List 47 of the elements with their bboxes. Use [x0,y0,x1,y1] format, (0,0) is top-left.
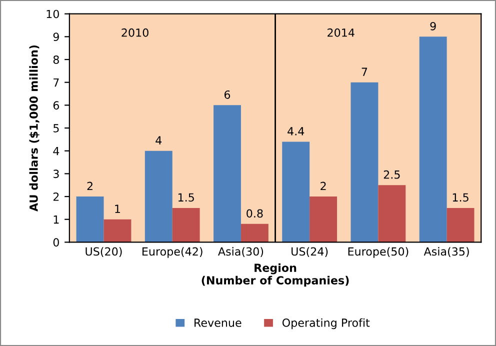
x-tick-label: US(20) [86,247,122,257]
bar [282,142,310,242]
data-label: 1.5 [178,193,194,202]
y-tick-label: 2 [53,192,59,201]
y-tick-label: 0 [53,238,59,247]
x-axis-title: Region (Number of Companies) [202,263,349,287]
data-label: 2.5 [384,170,400,179]
x-tick-label: US(24) [292,247,328,257]
data-label: 6 [224,90,230,99]
bar [310,196,338,242]
x-tick-label: Asia(35) [424,247,469,257]
y-tick-label: 3 [53,170,59,178]
bar [240,224,268,242]
bar [104,219,132,242]
legend-label: Revenue [194,318,242,327]
data-label: 1 [115,204,120,213]
y-tick-label: 6 [53,101,60,110]
data-label: 0.8 [246,209,263,218]
annotation: 2014 [328,28,354,37]
bar [172,208,200,242]
y-tick-label: 9 [53,32,59,42]
data-label: 2 [320,182,326,190]
legend-label: Operating Profit [282,318,370,330]
annotation: 2010 [122,28,148,37]
y-tick-label: 10 [46,10,59,18]
x-tick-label: Europe(42) [142,247,202,258]
bar [378,185,406,242]
bar [446,208,474,242]
bar [214,105,241,242]
y-tick-label: 7 [54,78,59,87]
y-tick-label: 5 [54,124,59,132]
x-tick-label: Europe(50) [348,247,408,258]
bar [419,36,447,242]
data-label: 2 [87,182,92,190]
y-tick-label: 8 [53,55,59,64]
y-tick-label: 1 [54,215,59,224]
data-label: 4 [156,136,162,144]
data-label: 9 [430,22,436,30]
y-axis-title: AU dollars ($1,000 million) [29,45,40,212]
x-tick-label: Asia(30) [218,247,264,257]
data-label: 4.4 [288,127,304,136]
data-label: 7 [362,68,368,76]
bar [144,150,172,242]
data-label: 1.5 [452,193,468,202]
bar [350,82,378,242]
y-tick-label: 4 [53,146,60,156]
bar [76,196,104,242]
